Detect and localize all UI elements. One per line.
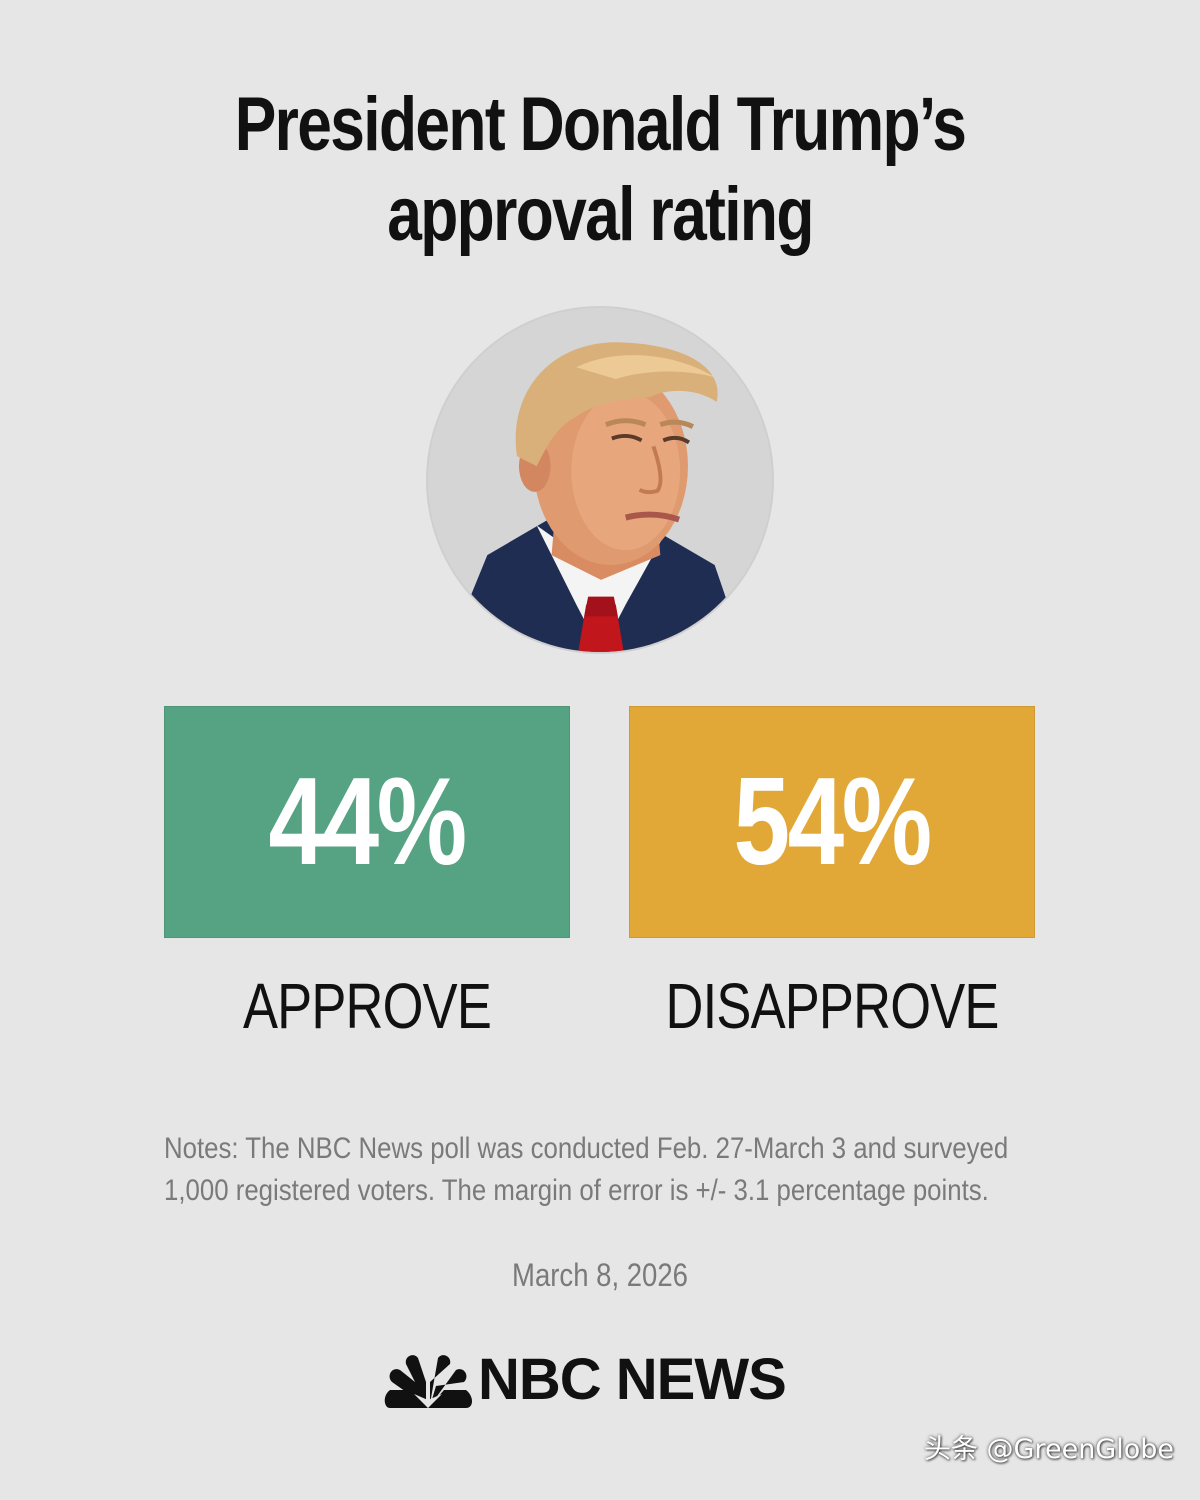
title-line-1: President Donald Trump’s	[234, 82, 967, 167]
brand-name: NBC NEWS	[478, 1347, 787, 1412]
nbc-news-logo: NBC NEWS	[384, 1347, 787, 1412]
poll-notes: Notes: The NBC News poll was conducted F…	[164, 1128, 1033, 1212]
disapprove-box: 54%	[629, 706, 1035, 938]
approve-label: APPROVE	[243, 970, 492, 1042]
portrait-illustration	[428, 308, 772, 652]
disapprove-label: DISAPPROVE	[665, 970, 1000, 1042]
title-line-2: approval rating	[387, 172, 814, 257]
notes-line-1: Notes: The NBC News poll was conducted F…	[164, 1132, 1009, 1165]
peacock-icon	[384, 1355, 472, 1408]
approve-value: 44%	[268, 753, 468, 891]
page-title: President Donald Trump’s approval rating	[108, 80, 1092, 260]
disapprove-value: 54%	[733, 753, 933, 891]
notes-line-2: 1,000 registered voters. The margin of e…	[164, 1174, 989, 1207]
approve-box: 44%	[164, 706, 570, 938]
portrait-photo	[426, 306, 774, 654]
watermark: 头条 @GreenGlobe	[923, 1434, 1174, 1465]
publish-date: March 8, 2026	[512, 1257, 688, 1293]
